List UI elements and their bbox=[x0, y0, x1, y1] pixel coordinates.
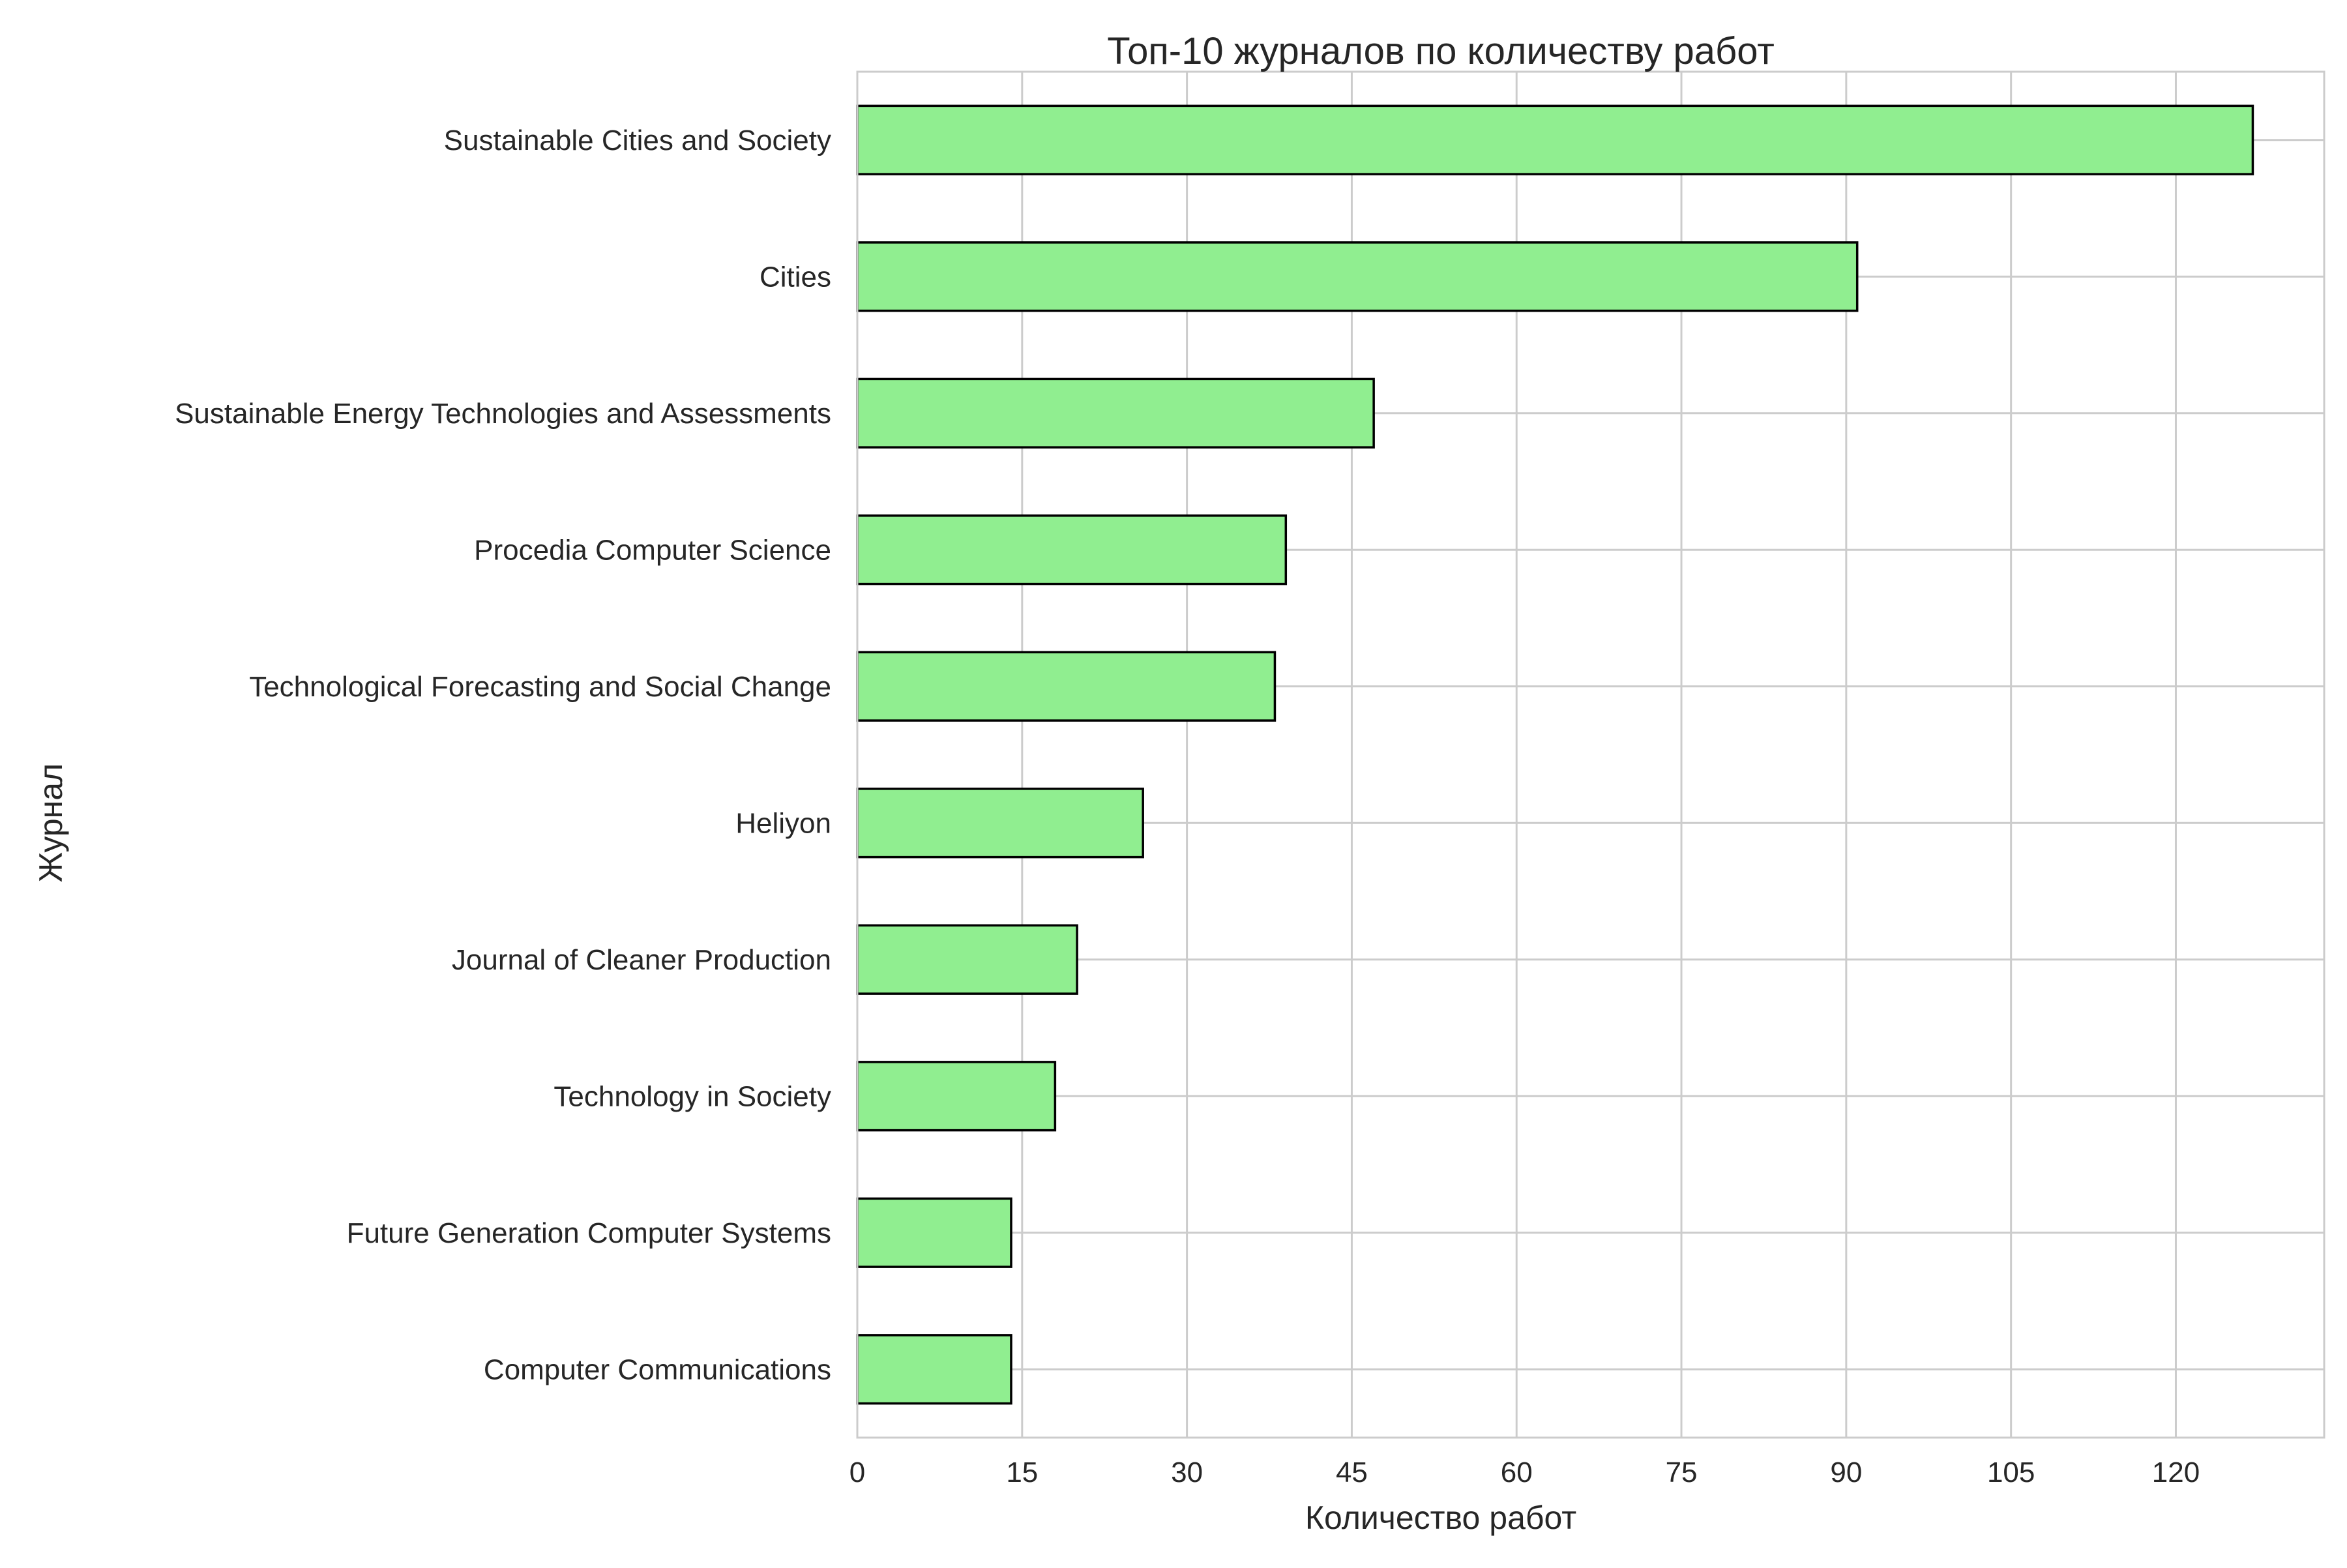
category-label: Sustainable Cities and Society bbox=[444, 125, 831, 156]
bar bbox=[856, 1197, 1012, 1268]
category-label: Technological Forecasting and Social Cha… bbox=[249, 671, 831, 703]
bar bbox=[856, 651, 1277, 722]
category-label: Sustainable Energy Technologies and Asse… bbox=[175, 398, 831, 430]
category-label: Cities bbox=[760, 261, 831, 293]
x-tick-label: 30 bbox=[1171, 1457, 1203, 1488]
category-label: Computer Communications bbox=[484, 1354, 831, 1385]
bar bbox=[856, 377, 1375, 449]
category-label: Procedia Computer Science bbox=[474, 534, 831, 566]
bar bbox=[856, 1334, 1012, 1405]
y-axis-label: Журнал bbox=[33, 763, 69, 882]
x-tick-label: 15 bbox=[1006, 1457, 1038, 1488]
x-tick-label: 60 bbox=[1501, 1457, 1533, 1488]
category-label: Future Generation Computer Systems bbox=[347, 1217, 831, 1249]
category-label: Technology in Society bbox=[554, 1080, 831, 1112]
category-label: Journal of Cleaner Production bbox=[452, 944, 831, 976]
bar bbox=[856, 1061, 1057, 1132]
bar bbox=[856, 924, 1078, 995]
chart-title: Топ-10 журналов по количеству работ bbox=[1107, 30, 1775, 72]
x-tick-label: 120 bbox=[2152, 1457, 2200, 1488]
plot-frame bbox=[856, 70, 2325, 1439]
bar bbox=[856, 241, 1859, 312]
x-axis-label: Количество работ bbox=[1305, 1500, 1576, 1536]
y-tick-labels: Sustainable Cities and Society Cities Sust… bbox=[175, 125, 831, 1386]
bars bbox=[856, 104, 2254, 1405]
x-tick-label: 45 bbox=[1336, 1457, 1368, 1488]
x-tick-label: 0 bbox=[849, 1457, 865, 1488]
category-label: Heliyon bbox=[735, 807, 831, 839]
x-tick-labels: 0 15 30 45 60 75 90 105 120 bbox=[849, 1457, 2200, 1488]
bar bbox=[856, 514, 1288, 585]
x-tick-label: 90 bbox=[1830, 1457, 1862, 1488]
x-tick-label: 105 bbox=[1987, 1457, 2035, 1488]
x-tick-label: 75 bbox=[1666, 1457, 1698, 1488]
bar bbox=[856, 104, 2254, 175]
bar bbox=[856, 788, 1144, 859]
